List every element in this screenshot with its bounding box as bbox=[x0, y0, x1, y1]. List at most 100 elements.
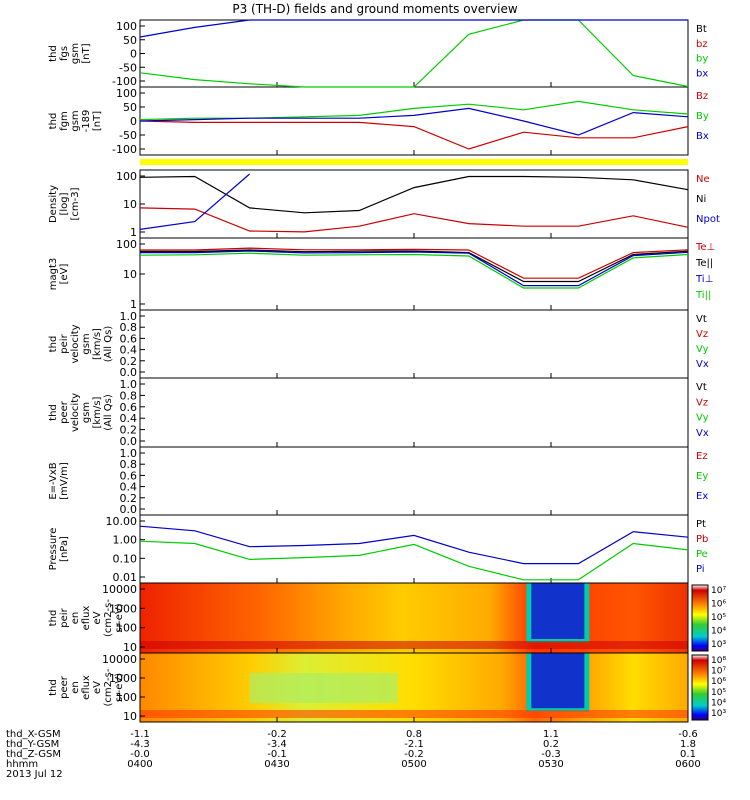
exb-ylabel: E=-VxB [mV/m] bbox=[48, 462, 70, 500]
fgm-frame bbox=[139, 86, 689, 156]
vele-ylabel-line: peer bbox=[59, 400, 70, 424]
footer-row-label: thd_X-GSM bbox=[6, 729, 61, 740]
fgs-ylabel-line: [nT] bbox=[81, 43, 92, 63]
ionspec-colorbar-label: 10⁵ bbox=[711, 613, 726, 623]
density-series-Ni bbox=[139, 175, 689, 214]
ionspec-low-energy-band bbox=[140, 641, 688, 649]
elecspec-colorbar-label: 10³ bbox=[711, 709, 726, 719]
elecspec-ytick-label: 100 bbox=[116, 691, 137, 704]
veli-ylabel-line: (All Qs) bbox=[103, 326, 114, 363]
footer-row-label: thd_Z-GSM bbox=[6, 749, 61, 760]
elecspec-ylabel-line: (cm2-s- bbox=[103, 668, 114, 706]
yellow-status-strip bbox=[140, 159, 688, 165]
veli-ytick-label: 0.2 bbox=[120, 355, 138, 368]
temp-legend-1: Te|| bbox=[695, 258, 713, 269]
temp-ytick-label: 10 bbox=[123, 268, 137, 281]
pressure-series-Pe bbox=[139, 540, 689, 581]
fgm-ytick-label: 0 bbox=[130, 115, 137, 128]
veli-ylabel: thd peir velocity gsm [km/s] (All Qs) bbox=[48, 324, 114, 363]
vele-legend-2: Vy bbox=[696, 413, 709, 424]
temp-series-Te⊥ bbox=[140, 247, 689, 279]
elecspec-green-region bbox=[249, 673, 398, 703]
veli-ylabel-line: [km/s] bbox=[92, 328, 103, 360]
ionspec-ylabel-line: eflux bbox=[81, 606, 92, 631]
fgm-ylabel: thd fgm gsm -189 [nT] bbox=[48, 110, 103, 133]
pressure-legend-0: Pt bbox=[696, 519, 706, 530]
pressure-series-Pi bbox=[139, 525, 689, 565]
elecspec-cavity-core bbox=[531, 653, 585, 709]
density-ytick-label: 100 bbox=[116, 170, 137, 183]
fgm-legend-0: Bz bbox=[696, 91, 708, 102]
density-legend-2: Npot bbox=[696, 214, 720, 225]
fgs-legend-1: bz bbox=[696, 39, 708, 50]
exb-ytick-label: 0.6 bbox=[120, 469, 138, 482]
vele-frame bbox=[139, 377, 689, 448]
veli-ytick-label: 0.0 bbox=[120, 366, 138, 379]
elecspec-ylabel-line: en bbox=[70, 681, 81, 694]
fgm-ylabel-line: gsm bbox=[70, 110, 81, 131]
fgm-ytick-label: -50 bbox=[119, 129, 137, 142]
veli-ylabel-line: gsm bbox=[81, 333, 92, 354]
footer-row-label: hhmm bbox=[6, 759, 38, 770]
vele-ytick-label: 0.8 bbox=[120, 389, 138, 402]
footer-value: -0.0 bbox=[130, 749, 150, 760]
exb-ytick-label: 0.0 bbox=[120, 503, 138, 516]
fgs-ytick-label: 100 bbox=[116, 20, 137, 33]
footer-value: 0.8 bbox=[406, 729, 422, 740]
elecspec-ylabel: thd peer en eflux eV (cm2-s-sr-eV) bbox=[48, 668, 125, 706]
elecspec-colorbar-label: 10⁶ bbox=[711, 677, 726, 687]
footer-value: -0.6 bbox=[678, 729, 698, 740]
elecspec-low-energy-band bbox=[140, 710, 688, 718]
fgs-ylabel-line: thd bbox=[48, 45, 59, 62]
ionspec-cavity-core bbox=[531, 583, 585, 639]
ionspec-ytick-label: 1000 bbox=[109, 602, 137, 615]
pressure-legend-2: Pe bbox=[696, 549, 708, 560]
fgs-ylabel: thd fgs gsm [nT] bbox=[48, 43, 92, 64]
exb-frame bbox=[139, 446, 689, 516]
elecspec-colorbar-label: 10⁴ bbox=[711, 698, 726, 708]
pressure-ytick-label: 1.00 bbox=[113, 534, 138, 547]
density-ylabel: Density [log] [cm-3] bbox=[48, 185, 81, 223]
ionspec-colorbar-label: 10⁴ bbox=[711, 627, 726, 637]
ionspec-ylabel-line: eV bbox=[92, 611, 103, 624]
panel-veli: 1.00.80.60.40.20.0 thd peir velocity gsm [km/… bbox=[48, 309, 709, 379]
footer-value: -1.1 bbox=[130, 729, 150, 740]
footer-value: 1.8 bbox=[680, 739, 696, 750]
exb-legend-0: Ez bbox=[696, 451, 708, 462]
ionspec-ylabel-line: (cm2-s- bbox=[103, 599, 114, 637]
temp-series-Ti⊥ bbox=[140, 250, 689, 287]
density-ylabel-line: [cm-3] bbox=[70, 187, 81, 220]
footer-value: 0430 bbox=[264, 759, 289, 770]
fgs-frame bbox=[139, 19, 689, 88]
vele-ylabel-line: (All Qs) bbox=[103, 394, 114, 431]
temp-legend-3: Ti|| bbox=[695, 290, 711, 301]
fgm-series-Bx bbox=[139, 107, 689, 136]
footer-value: -3.4 bbox=[267, 739, 287, 750]
fgm-ytick-label: 50 bbox=[123, 101, 137, 114]
exb-ylabel-line: [mV/m] bbox=[59, 462, 70, 500]
ionspec-ylabel: thd peir en eflux eV (cm2-s-sr-eV) bbox=[48, 599, 125, 637]
density-legend-0: Ne bbox=[696, 174, 710, 185]
elecspec-ylabel-line: eflux bbox=[81, 675, 92, 700]
density-ylabel-line: [log] bbox=[59, 192, 70, 215]
elecspec-ylabel-line: sr-eV) bbox=[114, 673, 125, 702]
veli-legend-1: Vz bbox=[696, 329, 708, 340]
veli-legend-0: Vt bbox=[696, 314, 707, 325]
chart-title: P3 (TH-D) fields and ground moments over… bbox=[232, 2, 517, 16]
elecspec-ytick-label: 10000 bbox=[102, 653, 137, 666]
vele-ylabel-line: velocity bbox=[70, 393, 81, 432]
temp-legend-0: Te⊥ bbox=[695, 242, 715, 253]
exb-legend-2: Ex bbox=[696, 491, 708, 502]
pressure-legend-3: Pi bbox=[696, 564, 705, 575]
fgm-legend-1: By bbox=[696, 111, 709, 122]
temp-series-Te|| bbox=[140, 249, 689, 283]
vele-ytick-label: 0.0 bbox=[120, 435, 138, 448]
footer-value: -2.1 bbox=[404, 739, 424, 750]
footer-value: -4.3 bbox=[130, 739, 150, 750]
veli-ylabel-line: thd bbox=[48, 336, 59, 353]
fgs-ylabel-line: gsm bbox=[70, 43, 81, 64]
panel-vele: 1.00.80.60.40.20.0 thd peer velocity gsm [km/… bbox=[48, 377, 709, 448]
footer-date: 2013 Jul 12 bbox=[6, 769, 63, 780]
